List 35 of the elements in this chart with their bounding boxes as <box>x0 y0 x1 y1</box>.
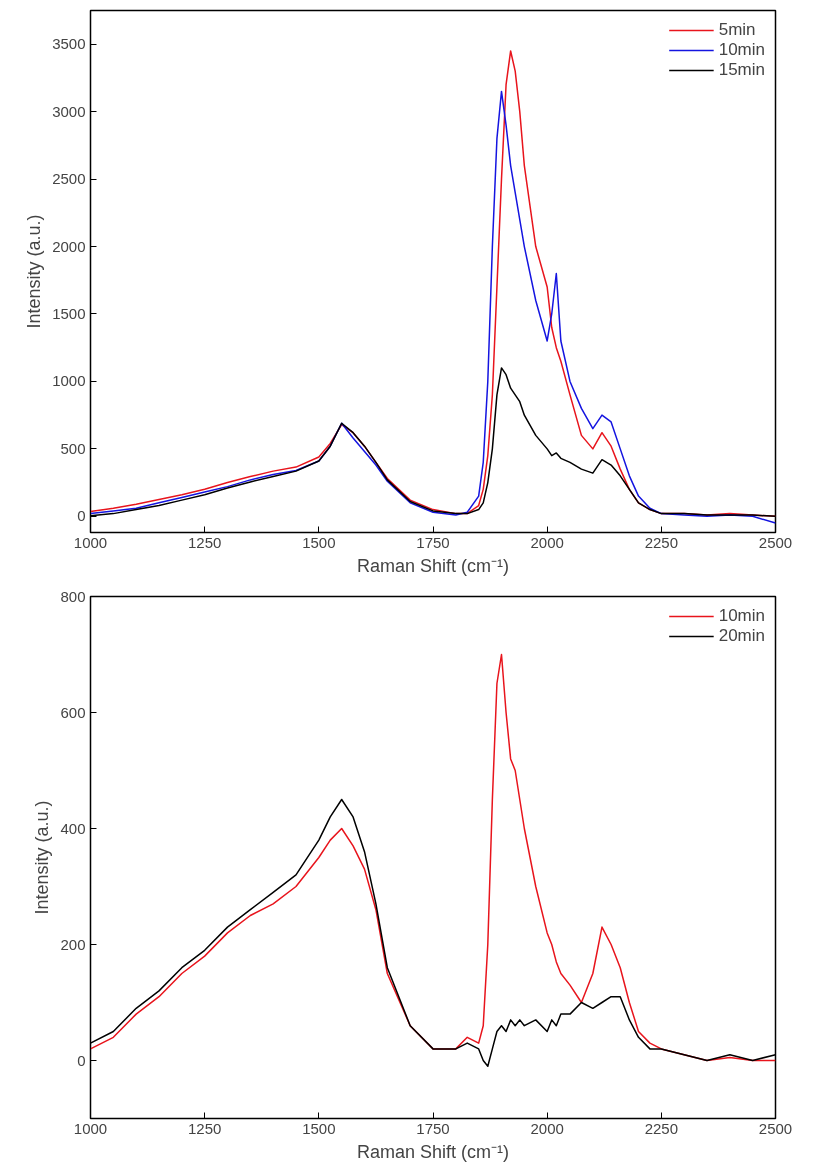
x-tick-label: 1500 <box>302 533 336 551</box>
y-tick-label: 600 <box>60 703 86 721</box>
x-axis-title: Raman Shift (cm⁻¹) <box>356 1141 510 1162</box>
x-tick-label: 2000 <box>530 1119 564 1137</box>
legend-label: 5min <box>718 20 756 40</box>
x-axis-title: Raman Shift (cm⁻¹) <box>356 555 510 576</box>
legend-label: 15min <box>718 60 765 80</box>
legend-label: 10min <box>718 606 765 626</box>
y-tick-label: 400 <box>60 819 86 837</box>
y-tick-label: 800 <box>60 587 86 605</box>
y-tick-label: 0 <box>77 1051 86 1069</box>
y-tick-label: 2500 <box>52 170 86 188</box>
y-tick-label: 2000 <box>52 237 86 255</box>
x-tick-label: 2500 <box>758 1119 793 1137</box>
x-tick-label: 2250 <box>644 1119 679 1137</box>
x-tick-label: 2500 <box>758 533 793 551</box>
line-series <box>90 653 776 1062</box>
y-axis-title: Intensity (a.u.) <box>24 214 45 329</box>
x-tick-label: 2250 <box>644 533 679 551</box>
x-tick-label: 1250 <box>187 533 222 551</box>
legend-label: 20min <box>718 626 765 646</box>
y-axis-title: Intensity (a.u.) <box>32 800 53 915</box>
y-tick-label: 1500 <box>52 304 86 322</box>
x-tick-label: 1500 <box>302 1119 336 1137</box>
x-tick-label: 1750 <box>416 533 450 551</box>
y-tick-label: 3000 <box>52 102 86 120</box>
y-tick-label: 1000 <box>52 372 86 390</box>
y-tick-label: 500 <box>60 439 86 457</box>
legend-label: 10min <box>718 40 765 60</box>
y-tick-label: 0 <box>77 507 86 525</box>
y-tick-label: 3500 <box>52 35 86 53</box>
x-tick-label: 1250 <box>187 1119 222 1137</box>
y-tick-label: 200 <box>60 935 86 953</box>
x-tick-label: 1750 <box>416 1119 450 1137</box>
x-tick-label: 2000 <box>530 533 564 551</box>
